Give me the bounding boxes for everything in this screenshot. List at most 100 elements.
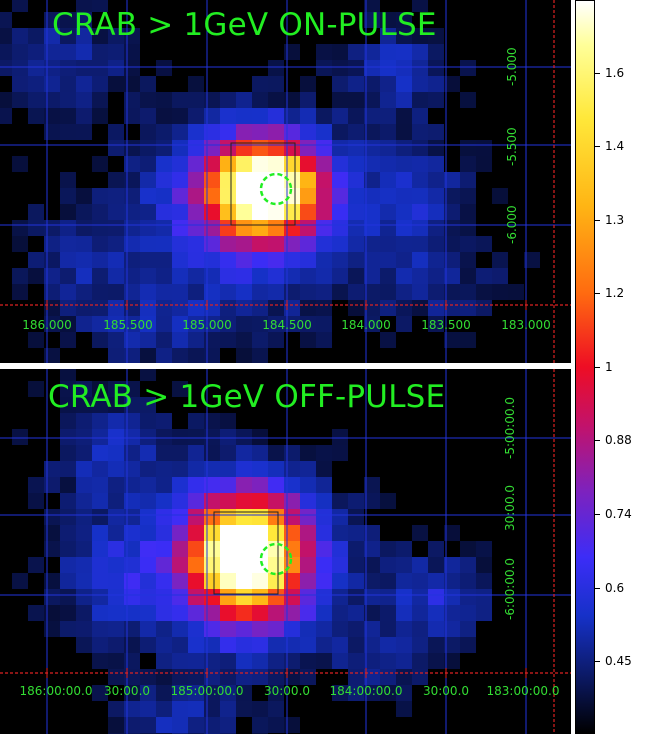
map-pixel: [348, 493, 364, 509]
on-pulse-count-map: [0, 0, 571, 363]
map-pixel: [44, 605, 60, 621]
map-pixel: [412, 605, 428, 621]
map-pixel: [188, 557, 204, 573]
map-pixel: [76, 76, 92, 92]
map-pixel: [76, 605, 92, 621]
map-pixel: [412, 557, 428, 573]
map-pixel: [332, 541, 348, 557]
map-pixel: [380, 621, 396, 637]
map-pixel: [60, 605, 76, 621]
map-pixel: [252, 637, 268, 653]
map-pixel: [444, 557, 460, 573]
dec-tick-label: 30:00.0: [503, 484, 517, 531]
map-pixel: [348, 284, 364, 300]
map-pixel: [348, 44, 364, 60]
map-pixel: [92, 236, 108, 252]
map-pixel: [124, 573, 140, 589]
map-pixel: [60, 509, 76, 525]
map-pixel: [220, 461, 236, 477]
map-pixel: [492, 268, 508, 284]
map-pixel: [284, 509, 300, 525]
map-pixel: [300, 621, 316, 637]
map-pixel: [76, 44, 92, 60]
map-pixel: [0, 28, 12, 44]
map-pixel: [236, 557, 252, 573]
map-pixel: [172, 300, 188, 316]
map-pixel: [284, 124, 300, 140]
map-pixel: [412, 252, 428, 268]
map-pixel: [236, 284, 252, 300]
map-pixel: [172, 541, 188, 557]
map-pixel: [124, 92, 140, 108]
map-pixel: [172, 653, 188, 669]
map-pixel: [268, 557, 284, 573]
map-pixel: [140, 252, 156, 268]
map-pixel: [124, 44, 140, 60]
map-pixel: [92, 300, 108, 316]
dec-tick-label: -5:00:00.0: [503, 396, 517, 459]
map-pixel: [108, 397, 124, 413]
map-pixel: [92, 541, 108, 557]
map-pixel: [124, 156, 140, 172]
map-pixel: [140, 429, 156, 445]
map-pixel: [364, 316, 380, 332]
map-pixel: [236, 348, 252, 363]
map-pixel: [428, 621, 444, 637]
map-pixel: [284, 284, 300, 300]
map-pixel: [156, 236, 172, 252]
map-pixel: [44, 348, 60, 363]
map-pixel: [348, 140, 364, 156]
map-pixel: [300, 589, 316, 605]
map-pixel: [172, 509, 188, 525]
map-pixel: [460, 92, 476, 108]
panel-divider: [0, 363, 571, 369]
map-pixel: [140, 685, 156, 701]
map-pixel: [76, 557, 92, 573]
map-pixel: [428, 76, 444, 92]
map-pixel: [220, 541, 236, 557]
map-pixel: [92, 445, 108, 461]
map-pixel: [220, 653, 236, 669]
map-pixel: [76, 92, 92, 108]
map-pixel: [60, 188, 76, 204]
map-pixel: [76, 525, 92, 541]
map-pixel: [252, 236, 268, 252]
map-pixel: [284, 637, 300, 653]
map-pixel: [348, 573, 364, 589]
map-pixel: [460, 172, 476, 188]
map-pixel: [108, 461, 124, 477]
map-pixel: [380, 92, 396, 108]
colorbar-tick: [595, 73, 600, 74]
map-pixel: [156, 541, 172, 557]
map-pixel: [156, 605, 172, 621]
map-pixel: [204, 92, 220, 108]
map-pixel: [252, 589, 268, 605]
map-pixel: [364, 541, 380, 557]
map-pixel: [156, 220, 172, 236]
map-pixel: [236, 525, 252, 541]
map-pixel: [332, 685, 348, 701]
map-pixel: [444, 605, 460, 621]
map-pixel: [76, 429, 92, 445]
map-pixel: [300, 188, 316, 204]
map-pixel: [380, 541, 396, 557]
map-pixel: [300, 300, 316, 316]
map-pixel: [92, 685, 108, 701]
map-pixel: [364, 12, 380, 28]
map-pixel: [140, 172, 156, 188]
map-pixel: [220, 413, 236, 429]
map-pixel: [236, 252, 252, 268]
map-pixel: [204, 332, 220, 348]
map-pixel: [156, 348, 172, 363]
map-pixel: [108, 701, 124, 717]
map-pixel: [124, 557, 140, 573]
map-pixel: [300, 156, 316, 172]
map-pixel: [172, 124, 188, 140]
map-pixel: [156, 92, 172, 108]
map-pixel: [348, 60, 364, 76]
map-pixel: [76, 252, 92, 268]
map-pixel: [268, 445, 284, 461]
map-pixel: [348, 509, 364, 525]
map-pixel: [380, 685, 396, 701]
map-pixel: [236, 589, 252, 605]
